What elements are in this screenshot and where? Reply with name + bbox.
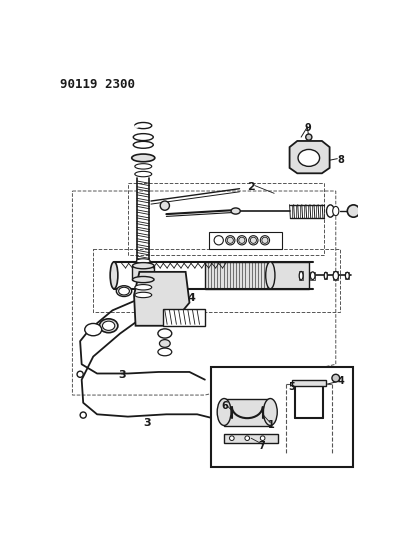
Ellipse shape [298, 149, 320, 166]
Bar [333, 271, 338, 280]
Ellipse shape [326, 205, 334, 217]
Ellipse shape [133, 134, 153, 141]
Ellipse shape [324, 272, 327, 279]
Text: 4: 4 [337, 376, 344, 386]
Circle shape [77, 371, 83, 377]
Ellipse shape [160, 340, 170, 348]
Text: 3: 3 [119, 370, 126, 379]
Circle shape [260, 436, 265, 440]
Bar [224, 433, 278, 443]
Bar [205, 262, 309, 289]
Bar [299, 271, 303, 280]
Ellipse shape [103, 321, 115, 330]
Ellipse shape [135, 285, 152, 290]
Ellipse shape [117, 286, 132, 296]
Ellipse shape [158, 329, 172, 338]
Circle shape [160, 201, 170, 210]
Text: 6: 6 [222, 401, 229, 411]
Ellipse shape [231, 208, 240, 214]
Text: 4: 4 [188, 294, 196, 303]
Bar [324, 272, 327, 279]
Ellipse shape [132, 154, 155, 161]
Bar [162, 309, 205, 326]
Ellipse shape [346, 272, 349, 279]
Bar [310, 272, 315, 280]
Ellipse shape [266, 262, 275, 289]
Circle shape [80, 412, 86, 418]
Circle shape [245, 436, 249, 440]
Text: 8: 8 [337, 155, 344, 165]
Bar [132, 265, 154, 280]
Ellipse shape [135, 292, 152, 297]
Ellipse shape [237, 236, 247, 245]
Ellipse shape [227, 237, 233, 244]
Ellipse shape [333, 271, 338, 280]
Circle shape [347, 205, 359, 217]
Text: 1: 1 [268, 419, 275, 430]
Ellipse shape [99, 319, 118, 333]
Circle shape [229, 436, 234, 440]
Text: 90119 2300: 90119 2300 [60, 78, 135, 91]
Ellipse shape [310, 272, 315, 280]
Ellipse shape [85, 324, 102, 336]
Text: 9: 9 [305, 123, 312, 133]
Ellipse shape [262, 237, 268, 244]
Ellipse shape [132, 277, 154, 282]
Ellipse shape [136, 259, 150, 263]
Polygon shape [290, 141, 330, 173]
Text: 5: 5 [288, 382, 295, 392]
Circle shape [332, 374, 340, 382]
Ellipse shape [135, 123, 152, 128]
Bar [292, 379, 326, 386]
Ellipse shape [299, 271, 303, 280]
Ellipse shape [135, 164, 152, 169]
Circle shape [306, 134, 312, 140]
Ellipse shape [226, 236, 235, 245]
Bar [211, 367, 354, 467]
Text: 7: 7 [259, 441, 265, 451]
Ellipse shape [133, 141, 153, 148]
Bar [346, 272, 349, 279]
Text: 2: 2 [247, 182, 255, 192]
Ellipse shape [250, 237, 257, 244]
Ellipse shape [158, 348, 172, 356]
Ellipse shape [214, 236, 223, 245]
Ellipse shape [217, 399, 231, 425]
Ellipse shape [260, 236, 270, 245]
Text: 3: 3 [143, 418, 151, 428]
Ellipse shape [263, 399, 277, 425]
Ellipse shape [135, 172, 152, 177]
Bar [209, 232, 282, 249]
Bar [224, 399, 271, 426]
Ellipse shape [119, 287, 129, 295]
Ellipse shape [333, 206, 339, 216]
Ellipse shape [239, 237, 245, 244]
Polygon shape [134, 272, 190, 326]
Ellipse shape [132, 263, 154, 269]
Ellipse shape [249, 236, 258, 245]
Ellipse shape [110, 262, 118, 289]
